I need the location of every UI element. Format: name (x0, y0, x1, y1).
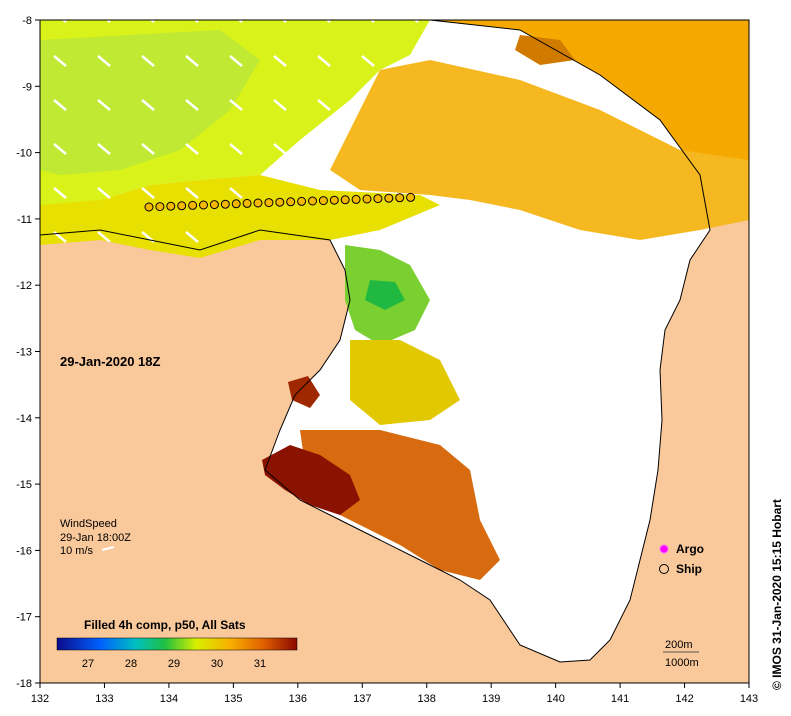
longitude-axis: 132 133 134 135 136 137 138 139 140 141 142 143 (31, 683, 758, 705)
y-tick-label: -12 (16, 280, 32, 292)
central-sst-teal (365, 280, 405, 310)
groote-sst-red (288, 376, 320, 408)
wind-arrows (40, 20, 430, 250)
ship-marker-icon (659, 564, 669, 574)
argo-marker-icon (659, 544, 669, 554)
colorbar-tick-label: 27 (82, 658, 94, 670)
colorbar-ramp (56, 637, 298, 651)
wind-time: 29-Jan 18:00Z (60, 532, 131, 544)
obs-legend: Argo Ship (659, 542, 704, 576)
y-tick-label: -18 (16, 678, 32, 690)
y-tick-label: -13 (16, 347, 32, 359)
southwest-sst-red (262, 445, 360, 515)
coastline (40, 20, 711, 663)
x-tick-label: 133 (95, 693, 113, 705)
northeast-sst-warm (430, 20, 749, 185)
colorbar: Filled 4h comp, p50, All Sats 27 28 29 30 31 (56, 618, 298, 670)
ship-track-point (308, 196, 317, 206)
ship-track-point (362, 194, 372, 204)
ship-label: Ship (676, 562, 702, 576)
ship-track-point (384, 193, 394, 203)
x-tick-label: 140 (546, 693, 564, 705)
ship-track-point (209, 200, 219, 210)
ship-track-point (253, 198, 263, 208)
argo-label: Argo (676, 542, 704, 556)
ship-track-point (275, 197, 285, 207)
y-tick-label: -9 (22, 81, 32, 93)
ship-track-point (155, 202, 165, 212)
contour-legend: 200m 1000m (663, 639, 699, 669)
x-tick-label: 139 (482, 693, 500, 705)
ship-track-point (373, 194, 383, 204)
ship-track-point (166, 201, 176, 211)
north-sst-orange (330, 60, 749, 240)
y-tick-label: -16 (16, 545, 32, 557)
ship-track-point (199, 200, 208, 210)
colorbar-tick-label: 29 (168, 658, 180, 670)
y-tick-label: -11 (17, 214, 32, 226)
x-tick-label: 143 (740, 693, 758, 705)
contour-200-label: 200m (665, 639, 693, 651)
contour-1000-label: 1000m (665, 657, 699, 669)
ship-track-point (329, 195, 339, 205)
ship-track-point (318, 196, 328, 206)
ship-track-point (177, 201, 187, 211)
y-tick-label: -14 (16, 413, 32, 425)
ship-track-point (144, 202, 154, 212)
ship-track-point (188, 200, 198, 210)
ship-track-point (297, 196, 307, 206)
ship-track-point (351, 194, 361, 204)
colorbar-tick-label: 30 (211, 658, 223, 670)
ship-track-point (406, 192, 416, 202)
wind-legend: WindSpeed 29-Jan 18:00Z 10 m/s (60, 518, 131, 557)
y-tick-label: -8 (22, 15, 32, 27)
ship-track-point (242, 198, 252, 208)
ship-track (144, 192, 416, 212)
x-tick-label: 138 (418, 693, 436, 705)
ship-track-point (395, 193, 405, 203)
northeast-sst-hot (515, 35, 575, 65)
time-label: 29-Jan-2020 18Z (60, 354, 161, 369)
ship-track-point (286, 197, 296, 207)
x-tick-label: 135 (224, 693, 242, 705)
wind-scale: 10 m/s (60, 545, 94, 557)
colorbar-tick-label: 28 (125, 658, 137, 670)
colorbar-title: Filled 4h comp, p50, All Sats (84, 618, 246, 632)
x-tick-label: 141 (611, 693, 629, 705)
x-tick-label: 132 (31, 693, 49, 705)
ship-track-point (264, 198, 274, 208)
ship-track-point (231, 199, 241, 209)
y-tick-label: -17 (16, 612, 32, 624)
central-sst-yellow (350, 340, 460, 425)
y-tick-label: -15 (16, 479, 32, 491)
x-tick-label: 137 (353, 693, 371, 705)
ship-track-point (340, 195, 350, 205)
x-tick-label: 136 (289, 693, 307, 705)
x-tick-label: 134 (160, 693, 178, 705)
credit-label: © IMOS 31-Jan-2020 15:15 Hobart (770, 499, 784, 690)
wind-scale-arrow-icon (101, 546, 115, 551)
southwest-sst-orange (300, 430, 500, 580)
x-tick-label: 142 (675, 693, 693, 705)
ship-track-point (220, 199, 230, 209)
wind-title: WindSpeed (60, 518, 117, 530)
latitude-axis: -8 -9 -10 -11 -12 -13 -14 -15 -16 -17 -18 (16, 15, 40, 690)
colorbar-tick-label: 31 (254, 658, 266, 670)
y-tick-label: -10 (16, 148, 32, 160)
